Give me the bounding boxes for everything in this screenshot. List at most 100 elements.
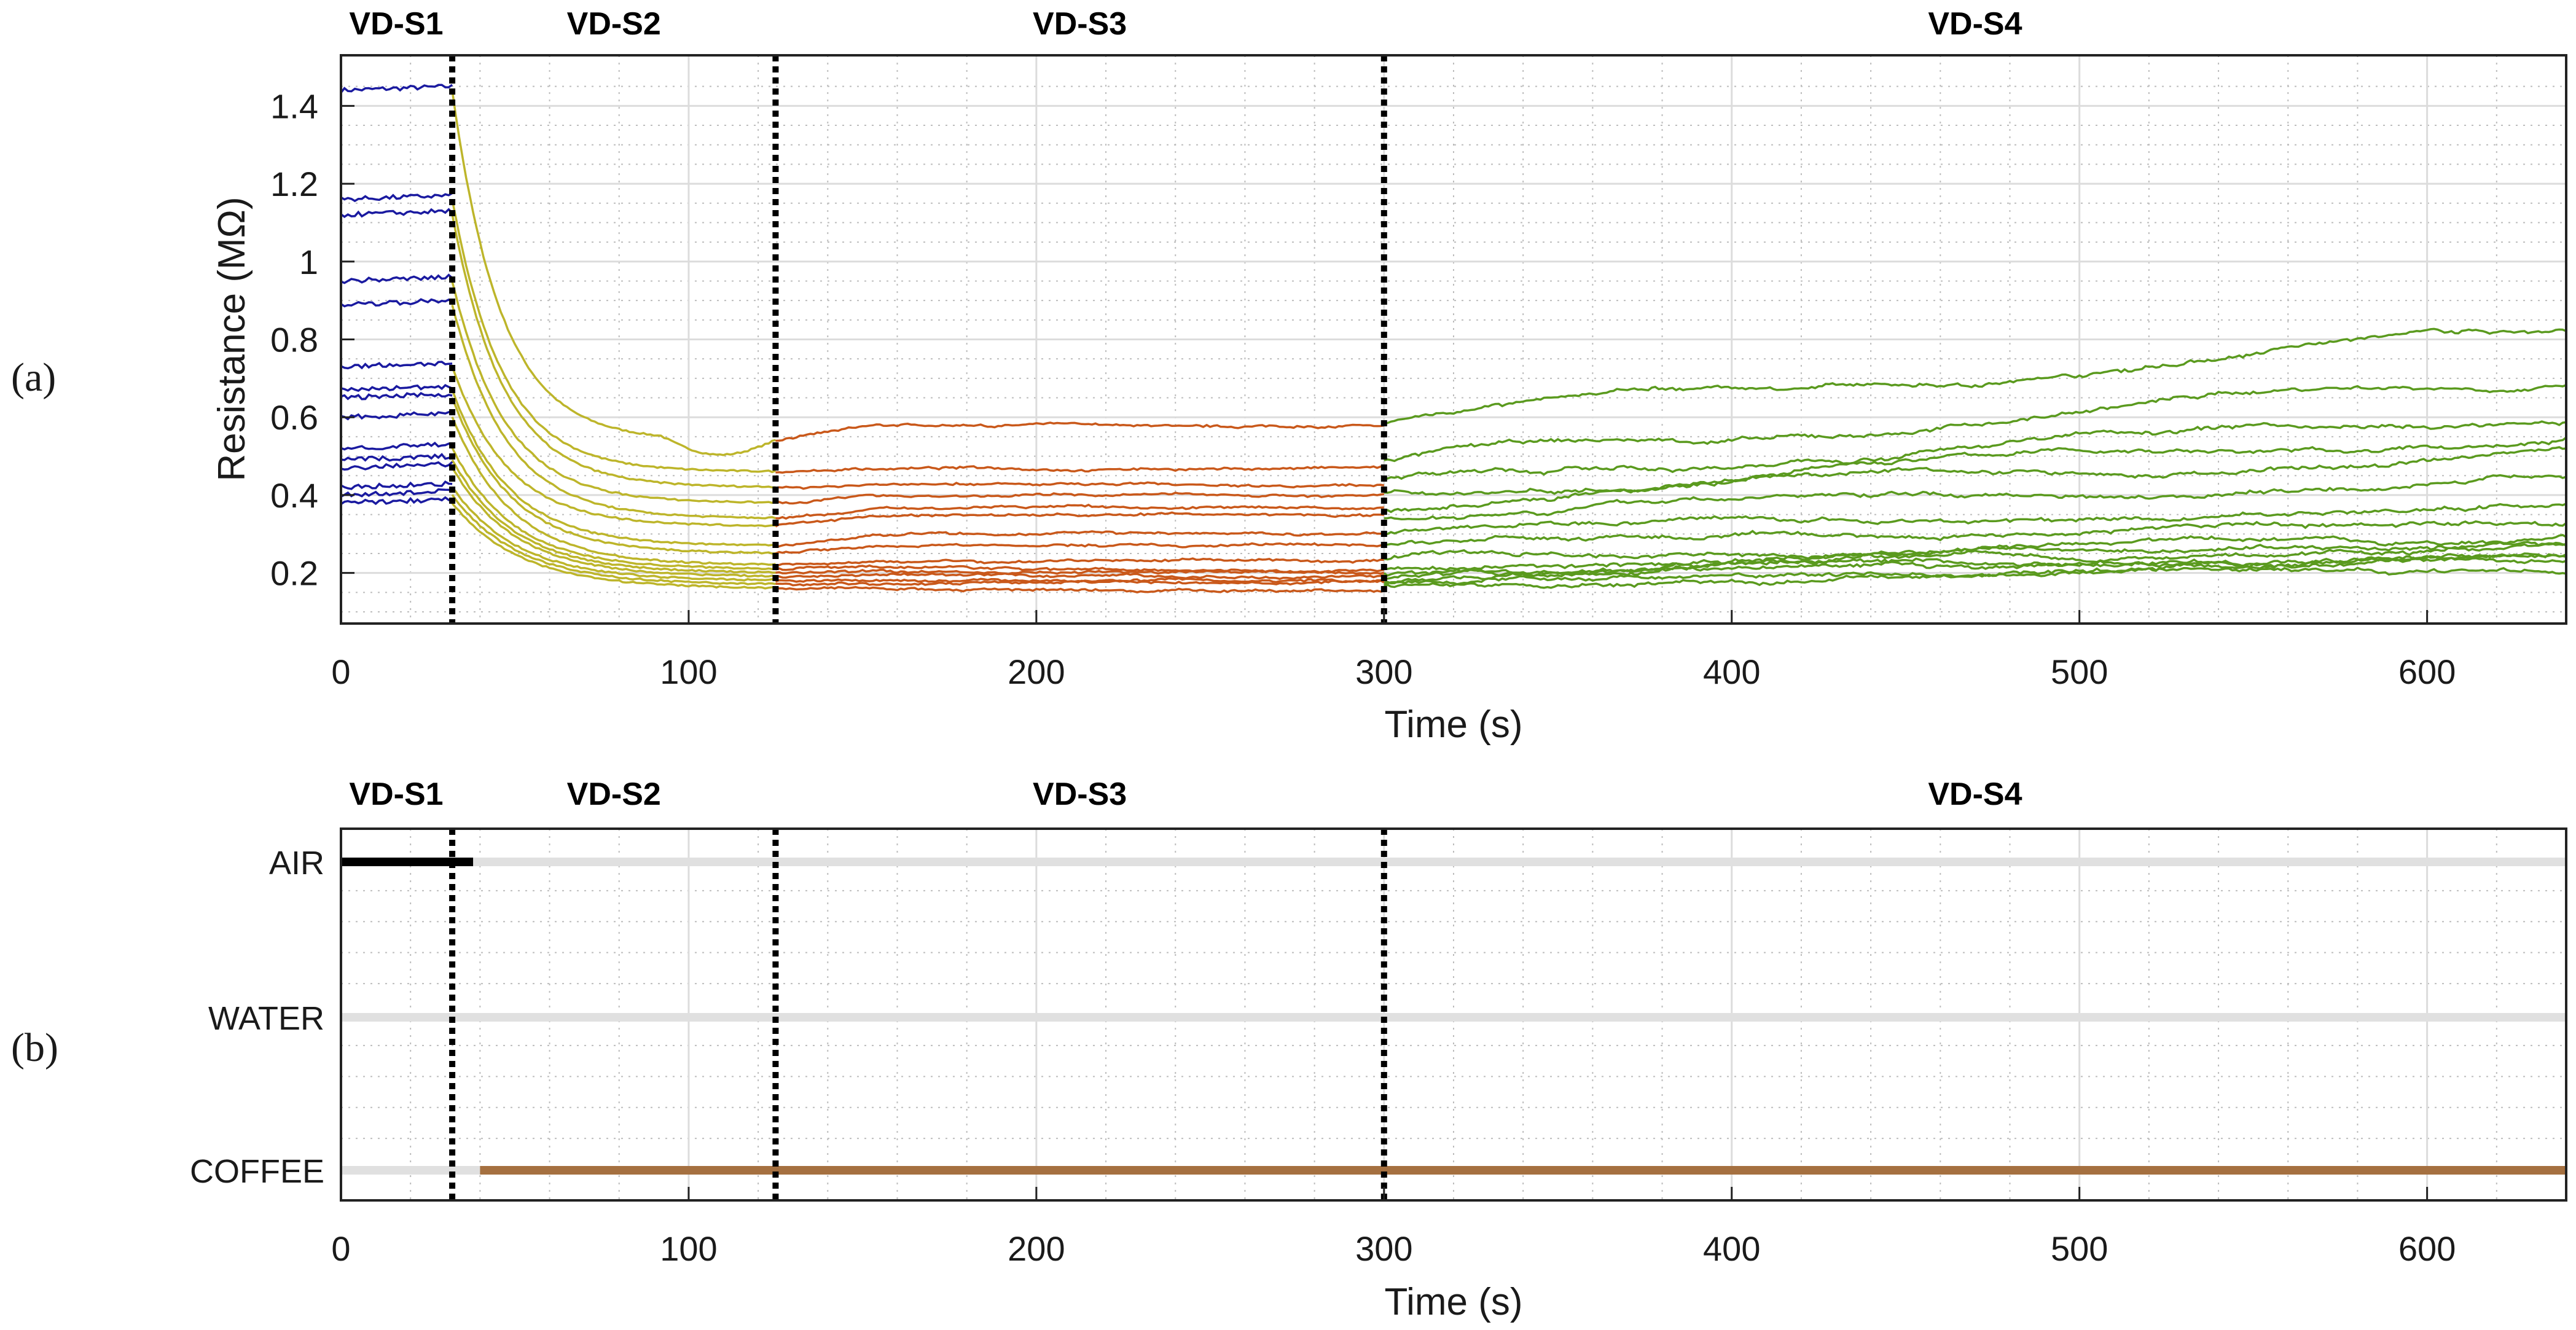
panel-b-plot-frame [340, 827, 2567, 1202]
panel-a-y-tick-label: 0.2 [270, 554, 318, 593]
panel-b-category-labels: AIR WATER COFFEE [190, 845, 324, 1190]
panel-a-series-line-vd-s2 [451, 304, 776, 520]
panel-a-series-line-vd-s4 [1384, 566, 2567, 589]
panel-a-series-line-vd-s1 [340, 298, 453, 308]
panel-a-series-line-vd-s1 [340, 361, 453, 370]
panel-a-series-line-vd-s4 [1384, 541, 2567, 571]
panel-b-stage-boundaries [449, 829, 1387, 1200]
panel-a-series-line-vd-s3 [775, 530, 1384, 548]
panel-a-y-tick-label: 1 [299, 243, 318, 281]
panel-a-y-tick-label: 0.8 [270, 321, 318, 359]
panel-a-series-line-vd-s1 [340, 391, 453, 401]
panel-a-y-tick-label: 0.6 [270, 398, 318, 437]
panel-a-x-tick-label: 100 [660, 652, 717, 691]
panel-a-x-axis-label: Time (s) [1385, 703, 1523, 746]
panel-a-series [340, 84, 2567, 594]
panel-a-series-line-vd-s2 [451, 494, 776, 585]
panel-a-x-tick-label: 600 [2398, 652, 2456, 691]
panel-b-x-ticks: 0 100 200 300 400 500 600 [331, 1187, 2456, 1268]
panel-a-series-line-vd-s4 [1384, 436, 2567, 496]
panel-a-x-ticks: 0 100 200 300 400 500 600 [331, 610, 2456, 691]
panel-a-series-line-vd-s1 [340, 410, 453, 421]
panel-b-category-label-coffee: COFFEE [190, 1153, 324, 1190]
panel-a-series-line-vd-s2 [451, 397, 776, 555]
panel-a-series-line-vd-s1 [340, 461, 453, 471]
panel-a-series-line-vd-s4 [1384, 520, 2567, 546]
panel-b-x-tick-label: 600 [2398, 1229, 2456, 1268]
panel-a-series-line-vd-s1 [340, 496, 453, 506]
panel-b-stage-label-vd-s2: VD-S2 [567, 776, 661, 812]
panel-b-x-tick-label: 0 [331, 1229, 350, 1268]
panel-a-series-line-vd-s3 [775, 481, 1385, 490]
panel-a-series-line-vd-s3 [775, 421, 1385, 442]
panel-b-x-tick-label: 400 [1703, 1229, 1760, 1268]
panel-a-series-line-vd-s3 [775, 585, 1385, 594]
panel-a-series-line-vd-s2 [451, 214, 776, 489]
panel-b-stimulus-chart: 0 100 200 300 400 500 600 AIR WATER COFFEE VD-S1… [190, 776, 2567, 1323]
panel-a-series-line-vd-s1 [340, 192, 453, 203]
panel-a-series-line-vd-s2 [451, 389, 776, 547]
panel-a-series-line-vd-s4 [1383, 541, 2567, 577]
panel-a-series-line-vd-s4 [1384, 474, 2567, 520]
panel-b-stage-labels: VD-S1 VD-S2 VD-S3 VD-S4 [349, 776, 2022, 812]
panel-a-y-tick-label: 0.4 [270, 476, 318, 515]
panel-label-b: (b) [11, 1025, 58, 1070]
panel-a-series-line-vd-s1 [340, 84, 453, 93]
panel-a-series-line-vd-s4 [1384, 553, 2567, 580]
panel-a-series-line-vd-s3 [775, 503, 1384, 520]
panel-b-stage-label-vd-s3: VD-S3 [1033, 776, 1127, 812]
panel-a-series-line-vd-s4 [1384, 420, 2567, 480]
panel-b-x-tick-label: 300 [1355, 1229, 1412, 1268]
panel-a-series-line-vd-s2 [451, 366, 776, 528]
panel-a-series-line-vd-s2 [451, 460, 776, 574]
panel-b-x-tick-label: 100 [660, 1229, 717, 1268]
panel-a-series-line-vd-s1 [340, 480, 453, 490]
panel-a-series-line-vd-s4 [1384, 552, 2567, 585]
panel-b-x-tick-label: 500 [2051, 1229, 2108, 1268]
panel-a-grid [340, 55, 2567, 624]
panel-a-series-line-vd-s1 [340, 383, 453, 393]
panel-a-y-tick-label: 1.4 [270, 87, 318, 125]
panel-a-series-line-vd-s3 [775, 568, 1385, 576]
panel-a-x-tick-label: 400 [1703, 652, 1760, 691]
panel-a-stage-label-vd-s4: VD-S4 [1928, 6, 2022, 42]
panel-a-series-line-vd-s1 [340, 208, 453, 219]
panel-a-series-line-vd-s2 [451, 467, 776, 578]
panel-a-series-line-vd-s2 [451, 447, 776, 571]
panel-a-stage-labels: VD-S1 VD-S2 VD-S3 VD-S4 [349, 6, 2022, 42]
panel-a-y-axis-label: Resistance (MΩ) [211, 197, 253, 481]
panel-a-series-line-vd-s1 [340, 273, 453, 284]
panel-a-series-line-vd-s4 [1384, 384, 2567, 463]
panel-b-stage-label-vd-s4: VD-S4 [1928, 776, 2022, 812]
panel-a-series-line-vd-s4 [1384, 503, 2567, 535]
panel-a-resistance-chart: 0 100 200 300 400 500 600 0.20.40.60.811.21.4 … [211, 6, 2567, 746]
panel-b-category-label-water: WATER [208, 1000, 324, 1037]
panel-a-series-line-vd-s3 [775, 542, 1384, 555]
panel-a-series-line-vd-s2 [451, 503, 776, 590]
panel-a-series-line-vd-s3 [775, 579, 1385, 587]
panel-a-series-line-vd-s2 [451, 90, 776, 456]
panel-a-series-line-vd-s3 [775, 557, 1384, 568]
panel-a-x-tick-label: 200 [1008, 652, 1065, 691]
panel-a-stage-label-vd-s1: VD-S1 [349, 6, 443, 42]
panel-b-stage-label-vd-s1: VD-S1 [349, 776, 443, 812]
panel-a-series-line-vd-s1 [340, 441, 453, 451]
panel-a-y-tick-label: 1.2 [270, 165, 318, 203]
panel-a-series-line-vd-s3 [775, 465, 1385, 474]
panel-a-x-tick-label: 500 [2051, 652, 2108, 691]
panel-a-series-line-vd-s4 [1384, 446, 2567, 514]
panel-a-x-tick-label: 300 [1355, 652, 1412, 691]
panel-a-stage-label-vd-s2: VD-S2 [567, 6, 661, 42]
panel-b-x-axis-label: Time (s) [1385, 1281, 1523, 1323]
panel-a-series-line-vd-s2 [451, 281, 776, 504]
panel-b-x-tick-label: 200 [1008, 1229, 1065, 1268]
panel-a-series-line-vd-s4 [1384, 327, 2567, 425]
panel-a-stage-label-vd-s3: VD-S3 [1033, 6, 1127, 42]
panel-a-series-line-vd-s1 [340, 488, 453, 498]
panel-a-series-line-vd-s3 [775, 572, 1385, 581]
panel-label-a: (a) [11, 355, 56, 400]
panel-a-x-tick-label: 0 [331, 652, 350, 691]
panel-b-category-label-air: AIR [269, 845, 324, 882]
panel-a-series-line-vd-s3 [775, 491, 1385, 505]
